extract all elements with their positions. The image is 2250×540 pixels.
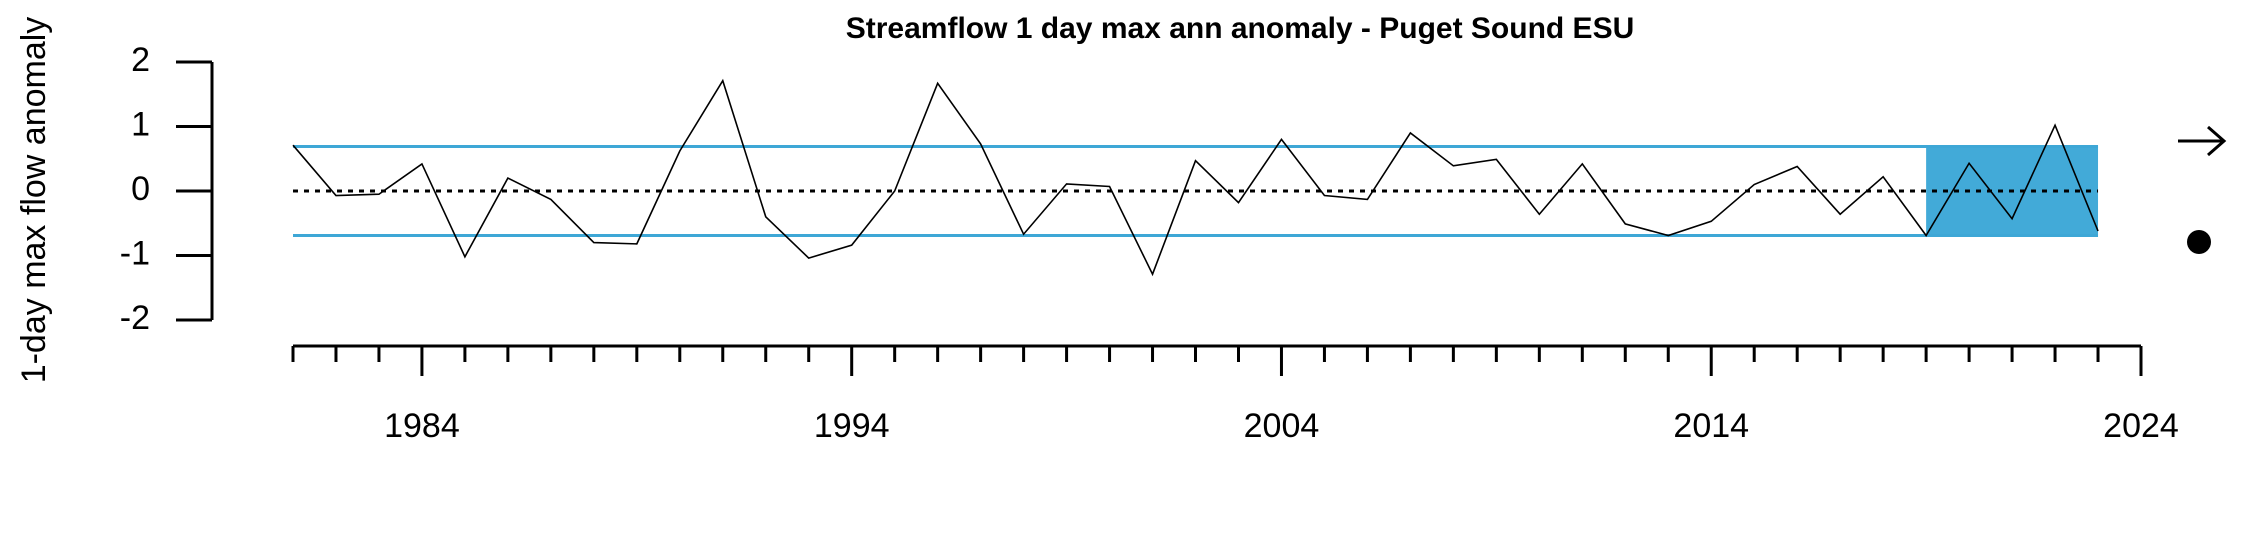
x-tick-label: 2014 [1673, 407, 1749, 445]
mean-symbol [2187, 230, 2211, 254]
y-tick-label: -2 [120, 299, 150, 337]
y-tick-label: -1 [120, 234, 150, 272]
y-axis-label: 1-day max flow anomaly [15, 17, 53, 384]
chart-title: Streamflow 1 day max ann anomaly - Puget… [846, 12, 1635, 45]
x-tick-label: 2024 [2103, 407, 2179, 445]
x-tick-label: 1994 [814, 407, 890, 445]
trend-arrow [2178, 125, 2227, 157]
y-tick-label: 1 [131, 105, 150, 143]
y-tick-label: 0 [131, 170, 150, 208]
data-line [292, 78, 2099, 277]
x-tick-label: 1984 [384, 407, 460, 445]
y-tick-label: 2 [131, 41, 150, 79]
x-tick-label: 2004 [1244, 407, 1320, 445]
